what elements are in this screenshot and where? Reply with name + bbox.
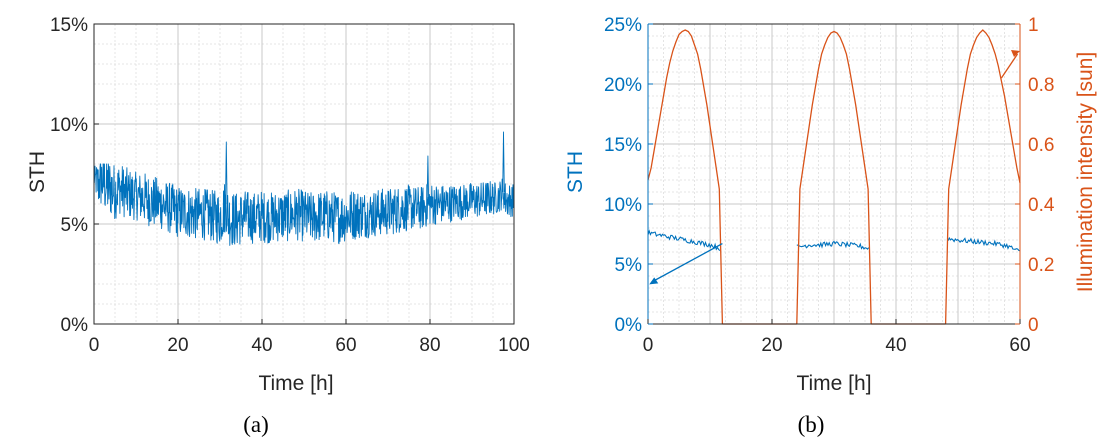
x-tick-label-b: 40: [885, 335, 906, 356]
y-tick-label-left-b: 15%: [604, 135, 642, 156]
series-sth-b: [647, 229, 721, 252]
series-illumination-b: [944, 29, 1021, 325]
y-tick-label-right-b: 0.2: [1028, 255, 1054, 276]
y-tick-label-right-b: 0.8: [1028, 75, 1054, 96]
y-tick-label-a: 10%: [50, 115, 88, 136]
series-sth-a: [93, 131, 515, 246]
chart-a-xlabel: Time [h]: [258, 372, 333, 395]
y-tick-label-left-b: 10%: [604, 195, 642, 216]
y-tick-label-a: 0%: [61, 315, 89, 336]
chart-a-ylabel: STH: [26, 151, 49, 193]
y-tick-label-a: 5%: [61, 215, 89, 236]
chart-b-ylabel-left: STH: [564, 151, 587, 193]
chart-b-ylabel-right: Illumination intensity [sun]: [1074, 52, 1097, 292]
y-tick-label-left-b: 25%: [604, 15, 642, 36]
chart-b-caption: (b): [798, 412, 825, 437]
x-tick-label-a: 20: [167, 335, 188, 356]
y-tick-label-right-b: 1: [1028, 15, 1039, 36]
x-tick-label-a: 40: [251, 335, 272, 356]
axes-box-a: [93, 23, 515, 325]
y-tick-label-right-b: 0.6: [1028, 135, 1054, 156]
x-tick-label-a: 0: [89, 335, 100, 356]
arrowhead-illumination: [1011, 50, 1020, 57]
series-sth-b: [947, 236, 1021, 252]
y-tick-label-left-b: 5%: [615, 255, 643, 276]
chart-b-xlabel: Time [h]: [796, 372, 871, 395]
arrowhead-sth: [649, 277, 659, 285]
chart-a-caption: (a): [243, 412, 269, 437]
x-tick-label-a: 80: [419, 335, 440, 356]
x-tick-label-b: 20: [761, 335, 782, 356]
x-tick-label-b: 0: [643, 335, 654, 356]
y-tick-label-a: 15%: [50, 15, 88, 36]
chart-a: 0 20 40 60 80 100 0% 5% 10% 15%: [50, 15, 530, 356]
arrow-sth: [651, 243, 723, 283]
series-illumination-b: [796, 30, 872, 325]
arrow-illumination: [1000, 53, 1019, 79]
y-tick-label-left-b: 20%: [604, 75, 642, 96]
series-illumination-b: [647, 29, 724, 325]
y-tick-label-left-b: 0%: [615, 315, 643, 336]
x-tick-label-a: 100: [498, 335, 530, 356]
x-tick-label-b: 60: [1009, 335, 1030, 356]
chart-b: 0 20 40 60 0% 5% 10% 15% 20% 25% 0 0.2 0.4 0.6 0.8 1: [604, 15, 1055, 356]
x-tick-label-a: 60: [335, 335, 356, 356]
series-sth-b: [796, 240, 870, 250]
y-tick-label-right-b: 0: [1028, 315, 1039, 336]
y-tick-label-right-b: 0.4: [1028, 195, 1055, 216]
